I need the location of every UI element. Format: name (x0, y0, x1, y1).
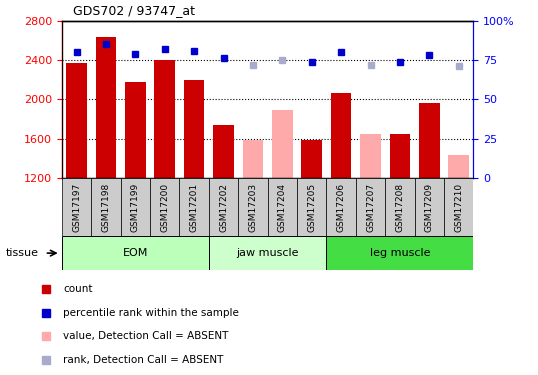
Text: tissue: tissue (5, 248, 38, 258)
Text: value, Detection Call = ABSENT: value, Detection Call = ABSENT (63, 331, 229, 341)
Bar (213, 125, 234, 178)
Bar (125, 82, 146, 178)
Text: GSM17204: GSM17204 (278, 183, 287, 232)
Text: GSM17209: GSM17209 (425, 183, 434, 232)
Bar (91, 178, 121, 236)
Bar (184, 80, 204, 178)
Text: count: count (63, 284, 93, 294)
Text: GSM17202: GSM17202 (219, 183, 228, 232)
Text: rank, Detection Call = ABSENT: rank, Detection Call = ABSENT (63, 354, 224, 364)
Text: GSM17198: GSM17198 (102, 183, 110, 232)
Bar (150, 178, 180, 236)
Text: leg muscle: leg muscle (370, 248, 430, 258)
Bar (297, 178, 327, 236)
Bar (154, 60, 175, 178)
Bar (356, 178, 385, 236)
Text: GSM17197: GSM17197 (72, 183, 81, 232)
Bar (327, 178, 356, 236)
Text: GSM17208: GSM17208 (395, 183, 405, 232)
Bar (243, 140, 263, 178)
Bar (209, 236, 327, 270)
Bar (96, 38, 116, 178)
Bar (62, 236, 209, 270)
Text: GSM17210: GSM17210 (454, 183, 463, 232)
Bar (301, 140, 322, 178)
Text: GSM17205: GSM17205 (307, 183, 316, 232)
Bar (360, 134, 381, 178)
Text: jaw muscle: jaw muscle (236, 248, 299, 258)
Text: GSM17200: GSM17200 (160, 183, 169, 232)
Bar (180, 178, 209, 236)
Bar (327, 236, 473, 270)
Bar (62, 178, 91, 236)
Bar (385, 178, 415, 236)
Bar (209, 178, 238, 236)
Text: percentile rank within the sample: percentile rank within the sample (63, 308, 239, 318)
Text: GSM17206: GSM17206 (337, 183, 345, 232)
Bar (390, 134, 410, 178)
Bar (415, 178, 444, 236)
Text: GSM17199: GSM17199 (131, 183, 140, 232)
Bar (121, 178, 150, 236)
Bar (272, 110, 293, 178)
Bar (419, 104, 440, 178)
Bar (331, 93, 351, 178)
Text: EOM: EOM (123, 248, 148, 258)
Bar (267, 178, 297, 236)
Text: GDS702 / 93747_at: GDS702 / 93747_at (73, 4, 195, 17)
Bar (449, 156, 469, 178)
Text: GSM17203: GSM17203 (249, 183, 258, 232)
Text: GSM17201: GSM17201 (190, 183, 199, 232)
Text: GSM17207: GSM17207 (366, 183, 375, 232)
Bar (66, 63, 87, 178)
Bar (238, 178, 268, 236)
Bar (444, 178, 473, 236)
